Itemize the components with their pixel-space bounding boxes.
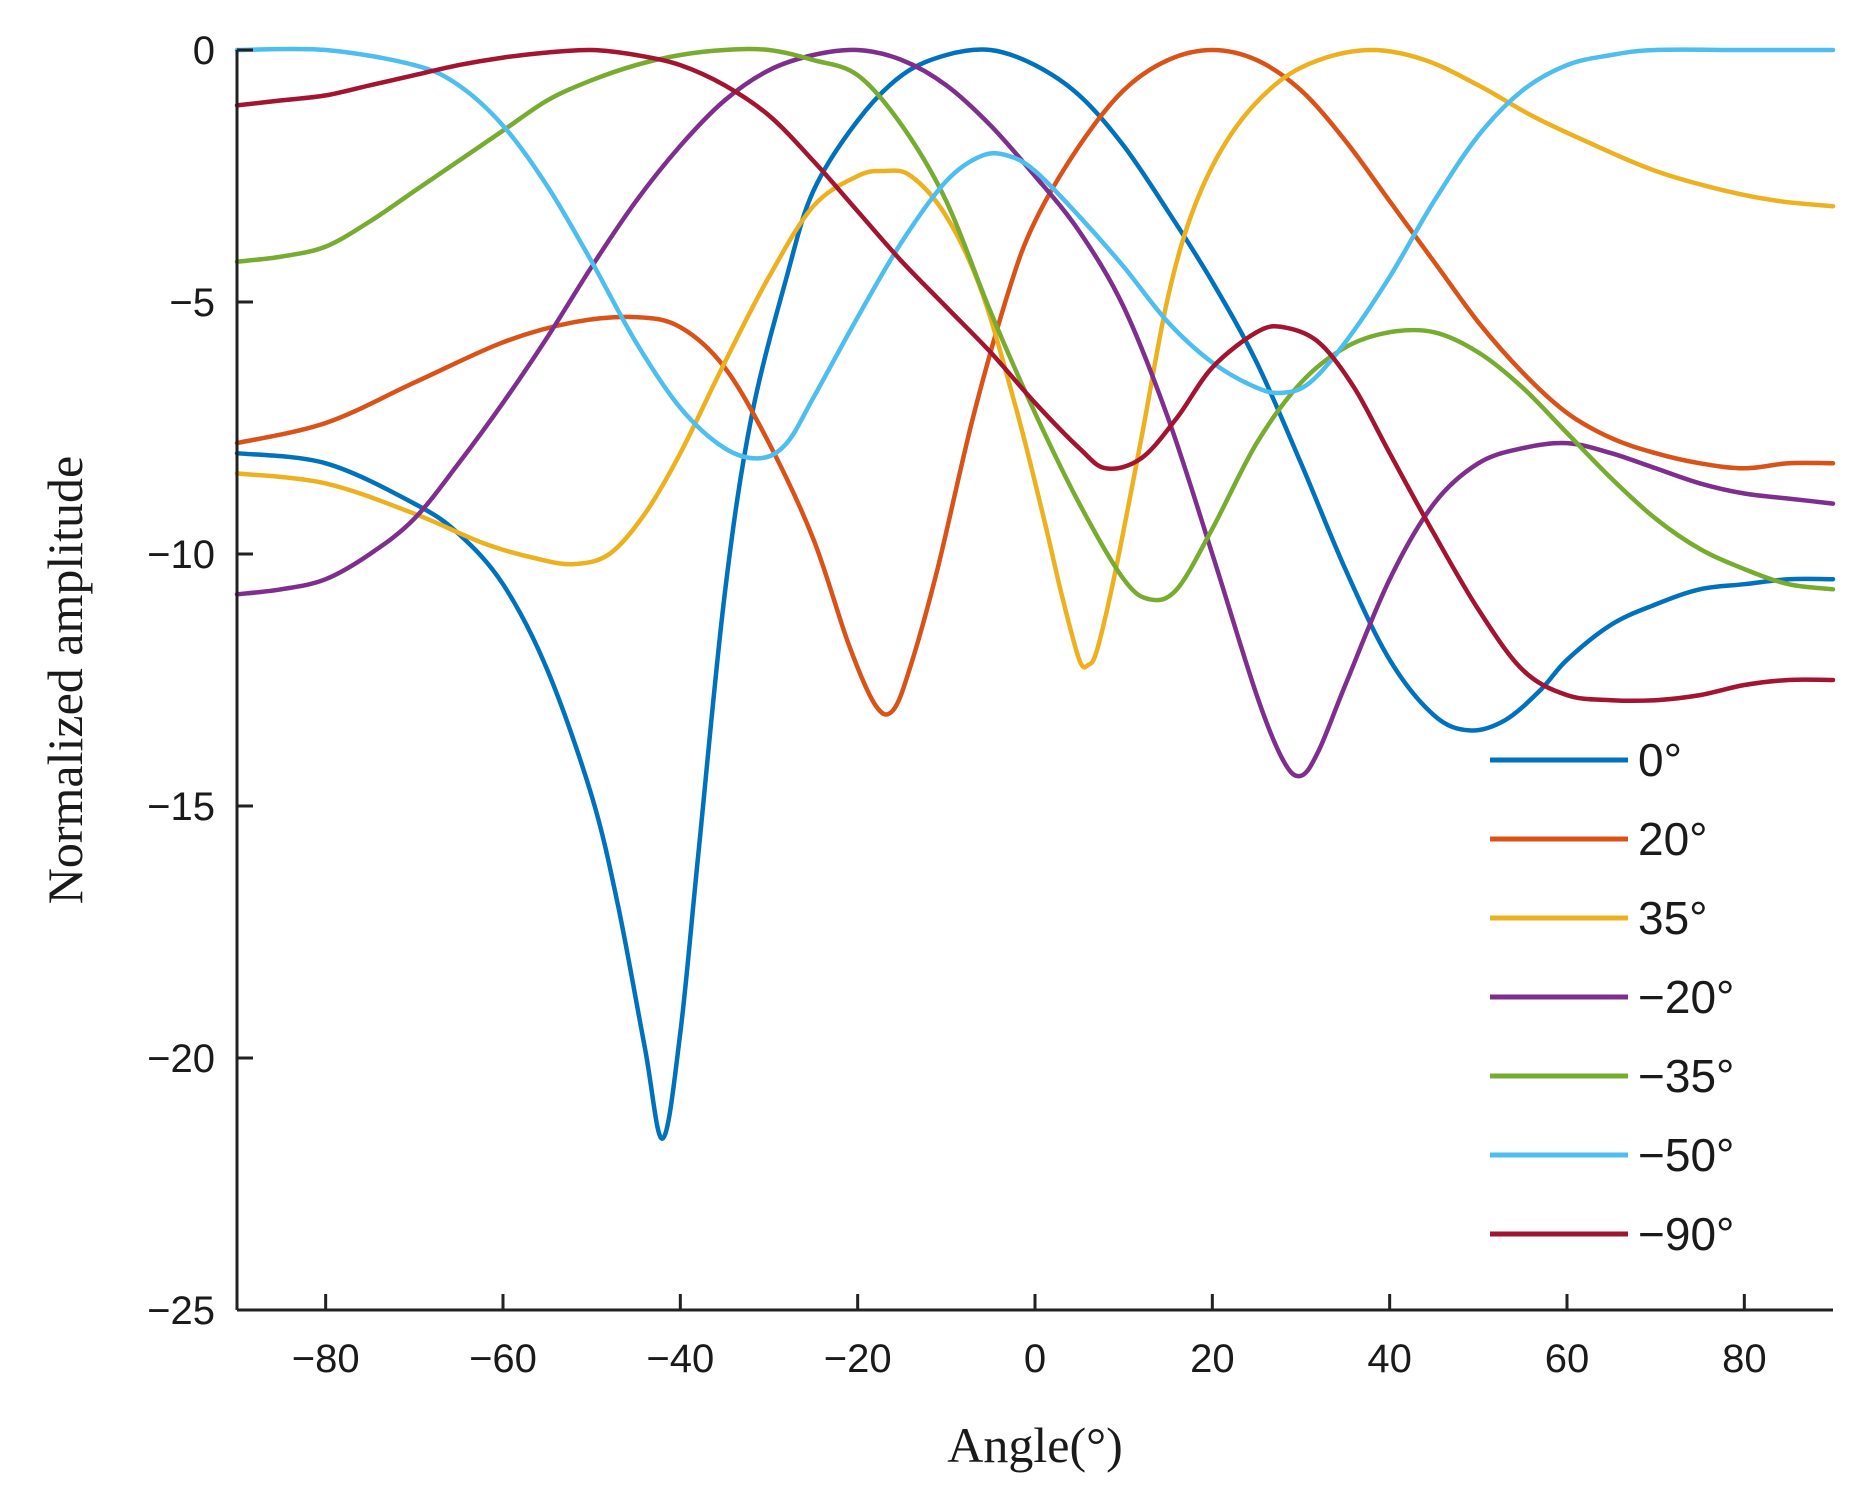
- legend-label: −90°: [1638, 1208, 1734, 1260]
- x-tick-label: 0: [1024, 1337, 1046, 1381]
- legend-label: 35°: [1638, 892, 1708, 944]
- x-tick-label: −20: [824, 1337, 892, 1381]
- y-tick-label: 0: [193, 29, 215, 73]
- x-tick-label: 80: [1722, 1337, 1767, 1381]
- series-line-4: [234, 46, 1836, 603]
- y-tick-label: −25: [147, 1289, 215, 1333]
- x-tick-label: −40: [646, 1337, 714, 1381]
- legend-label: −35°: [1638, 1050, 1734, 1102]
- x-tick-label: −80: [292, 1337, 360, 1381]
- y-tick-label: −20: [147, 1037, 215, 1081]
- legend: 0° 20° 35° −20° −35° −50° −90°: [1490, 734, 1734, 1260]
- y-tick-label: −15: [147, 785, 215, 829]
- y-axis-label: Normalized amplitude: [37, 456, 93, 904]
- series-line-5: [234, 46, 1836, 461]
- x-tick-label: 20: [1190, 1337, 1235, 1381]
- x-tick-label: 40: [1367, 1337, 1412, 1381]
- legend-label: 20°: [1638, 813, 1708, 865]
- legend-label: −50°: [1638, 1129, 1734, 1181]
- legend-label: 0°: [1638, 734, 1682, 786]
- x-ticks: −80 −60 −40 −20 0 20 40 60 80: [292, 1294, 1767, 1381]
- series-layer: [234, 46, 1836, 1141]
- series-line-2: [234, 47, 1836, 670]
- series-line-6: [234, 47, 1836, 704]
- series-line-3: [234, 47, 1836, 779]
- series-line-1: [234, 47, 1836, 717]
- x-tick-label: 60: [1545, 1337, 1590, 1381]
- x-axis-label: Angle(°): [947, 1417, 1123, 1473]
- x-tick-label: −60: [469, 1337, 537, 1381]
- legend-label: −20°: [1638, 971, 1734, 1023]
- y-tick-label: −10: [147, 533, 215, 577]
- y-tick-label: −5: [169, 281, 215, 325]
- series-line-0: [234, 47, 1836, 1141]
- y-ticks: 0 −5 −10 −15 −20 −25: [147, 29, 253, 1333]
